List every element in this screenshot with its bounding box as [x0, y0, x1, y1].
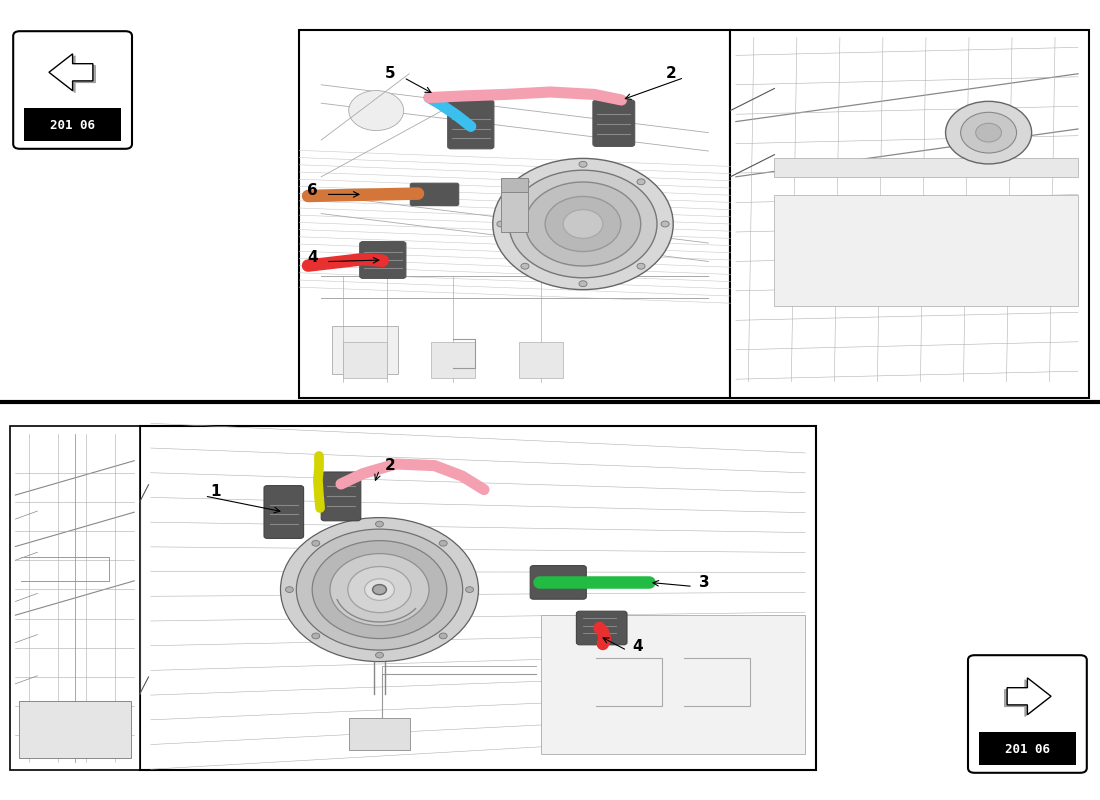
Circle shape: [364, 578, 394, 600]
Circle shape: [349, 90, 404, 130]
Polygon shape: [1004, 680, 1048, 717]
Bar: [541, 615, 805, 754]
Bar: [500, 178, 528, 192]
Text: 201 06: 201 06: [51, 119, 95, 132]
Bar: [774, 195, 1078, 306]
Bar: [299, 30, 730, 398]
Text: 5: 5: [385, 66, 396, 81]
Bar: [979, 733, 1076, 765]
Circle shape: [280, 518, 478, 662]
Text: 6: 6: [307, 183, 318, 198]
Bar: [332, 326, 398, 374]
Text: 4: 4: [307, 250, 318, 265]
Circle shape: [579, 162, 587, 167]
Circle shape: [521, 179, 529, 185]
FancyBboxPatch shape: [410, 183, 459, 206]
Circle shape: [509, 170, 657, 278]
Circle shape: [526, 182, 640, 266]
Polygon shape: [48, 54, 92, 90]
Circle shape: [311, 633, 320, 639]
Text: 2: 2: [666, 66, 676, 81]
Bar: [519, 342, 563, 378]
FancyBboxPatch shape: [360, 242, 406, 278]
Bar: [500, 192, 528, 232]
Text: 2: 2: [385, 458, 396, 473]
Text: 4: 4: [632, 639, 644, 654]
Text: 3: 3: [698, 575, 710, 590]
FancyBboxPatch shape: [968, 655, 1087, 773]
Circle shape: [311, 540, 320, 546]
Text: a Precisionarts solution: a Precisionarts solution: [346, 579, 490, 637]
Bar: [730, 30, 1089, 398]
FancyBboxPatch shape: [264, 486, 304, 538]
Circle shape: [637, 263, 645, 269]
Bar: [774, 158, 1078, 177]
Bar: [10, 426, 140, 770]
Circle shape: [497, 221, 505, 227]
Circle shape: [373, 585, 386, 594]
Text: 201 06: 201 06: [1005, 743, 1049, 756]
Bar: [24, 109, 121, 141]
FancyBboxPatch shape: [593, 100, 635, 146]
Circle shape: [946, 102, 1032, 164]
Circle shape: [286, 586, 294, 593]
Circle shape: [439, 633, 448, 639]
Bar: [19, 701, 131, 758]
Circle shape: [976, 123, 1001, 142]
Circle shape: [563, 210, 603, 238]
Circle shape: [493, 158, 673, 290]
Polygon shape: [1008, 678, 1052, 714]
Bar: [431, 342, 475, 378]
Polygon shape: [52, 56, 96, 93]
FancyBboxPatch shape: [321, 472, 361, 521]
FancyBboxPatch shape: [13, 31, 132, 149]
Circle shape: [521, 263, 529, 269]
Circle shape: [312, 541, 447, 638]
Circle shape: [375, 522, 384, 527]
Circle shape: [296, 529, 463, 650]
Bar: [343, 342, 387, 378]
Bar: [349, 718, 410, 750]
Circle shape: [465, 586, 473, 593]
Circle shape: [330, 554, 429, 626]
Text: 1: 1: [210, 485, 221, 499]
Text: a Precisionarts solution: a Precisionarts solution: [478, 211, 622, 269]
Bar: [140, 426, 816, 770]
Circle shape: [579, 281, 587, 286]
FancyBboxPatch shape: [448, 100, 494, 149]
Circle shape: [348, 566, 411, 613]
Circle shape: [439, 540, 448, 546]
Circle shape: [546, 197, 620, 251]
Circle shape: [637, 179, 645, 185]
Circle shape: [375, 652, 384, 658]
FancyBboxPatch shape: [530, 566, 586, 599]
FancyBboxPatch shape: [576, 611, 627, 645]
Circle shape: [960, 112, 1016, 153]
Circle shape: [661, 221, 669, 227]
